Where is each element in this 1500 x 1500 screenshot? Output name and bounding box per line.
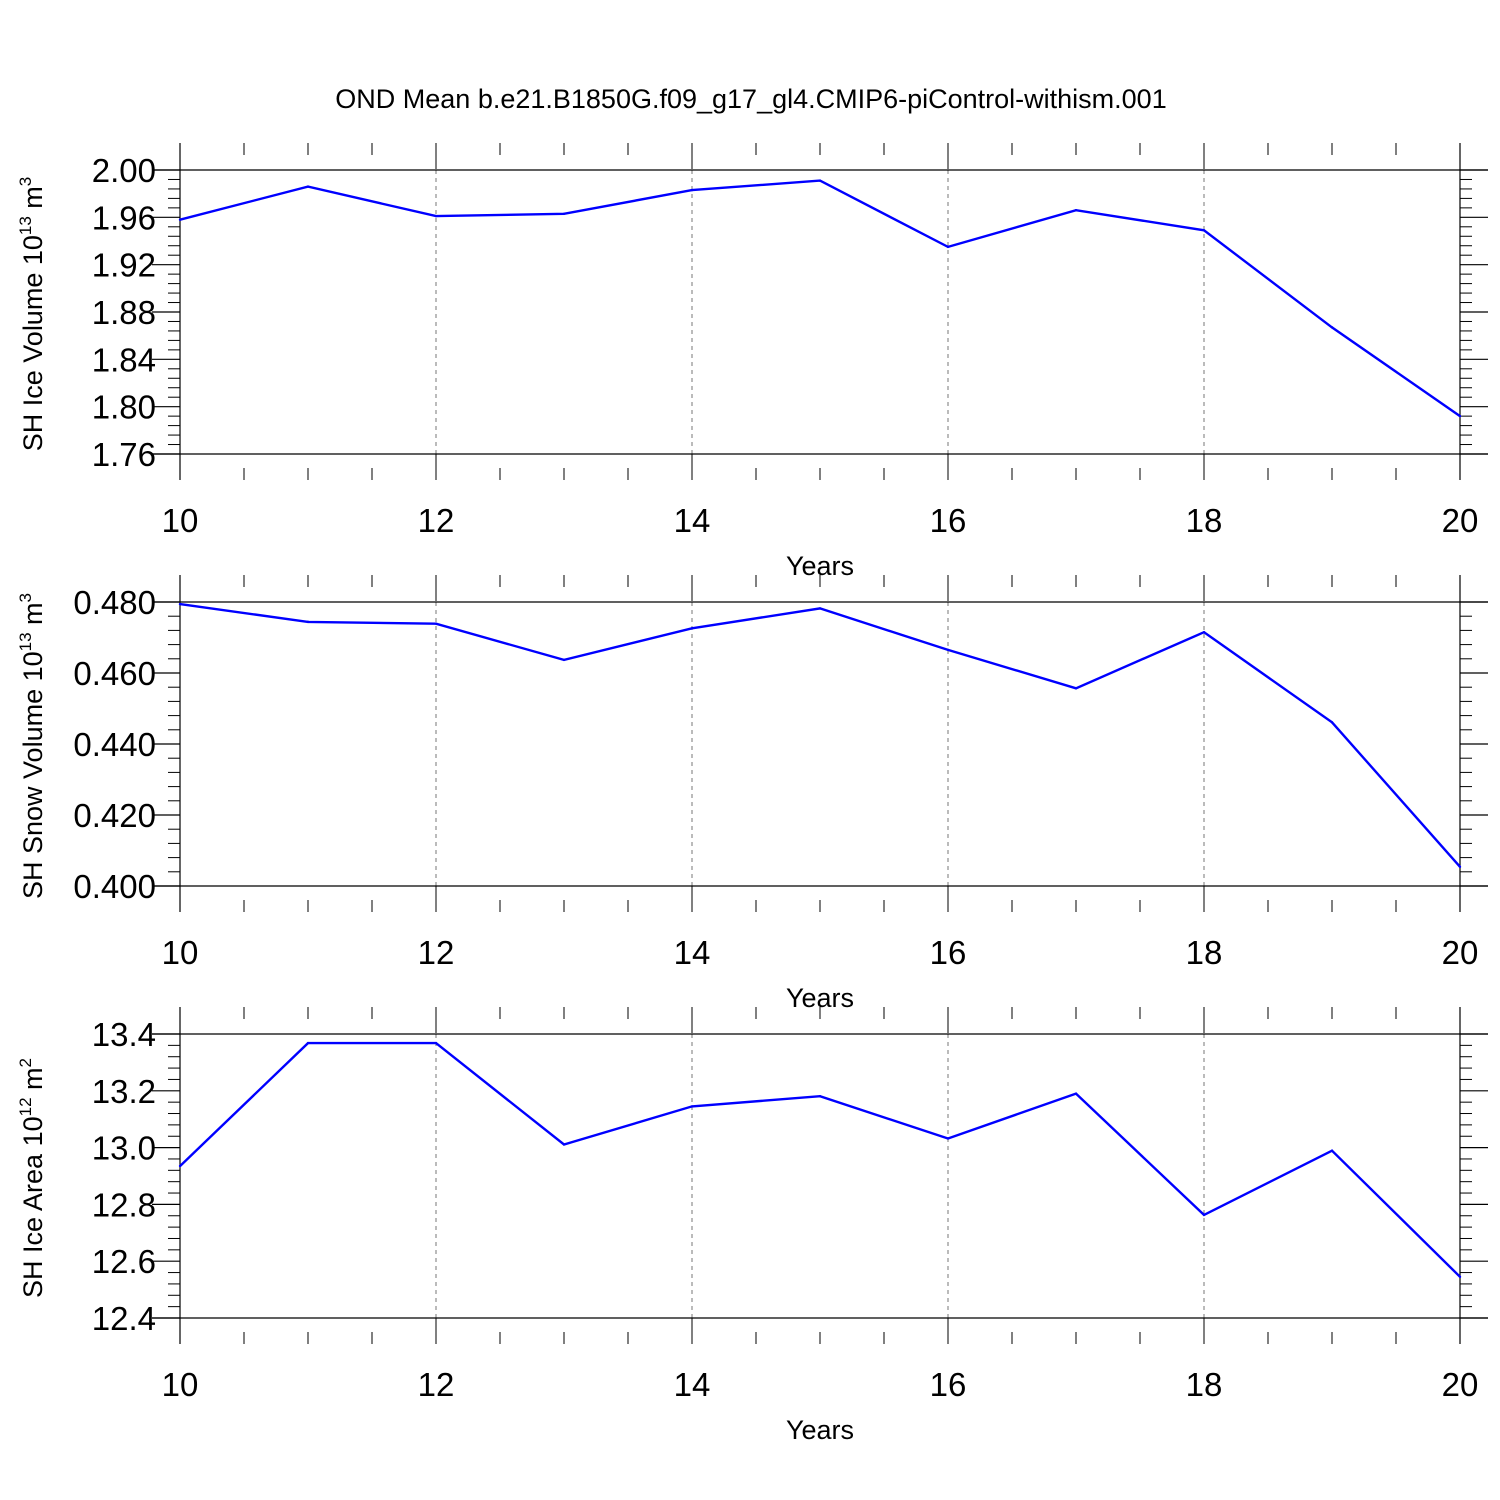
- y-tick-label: 0.480: [73, 584, 156, 621]
- data-point: [1202, 229, 1206, 232]
- data-point: [818, 1094, 822, 1098]
- data-point: [946, 245, 950, 249]
- x-tick-label: 14: [674, 502, 711, 539]
- data-point: [1202, 630, 1206, 634]
- x-tick-label: 14: [674, 1366, 711, 1403]
- figure-title: OND Mean b.e21.B1850G.f09_g17_gl4.CMIP6-…: [335, 84, 1166, 114]
- y-tick-label: 1.76: [92, 436, 156, 473]
- data-point: [178, 602, 182, 606]
- data-point: [1330, 326, 1334, 329]
- data-point: [562, 1143, 566, 1146]
- x-tick-label: 10: [162, 934, 199, 971]
- data-point: [946, 648, 950, 652]
- data-point: [1074, 687, 1078, 690]
- series-line: [179, 1041, 1461, 1278]
- data-point: [1074, 209, 1078, 212]
- data-point: [690, 188, 694, 192]
- y-axis-label: SH Snow Volume 1013 m3: [16, 593, 48, 899]
- data-point: [1074, 1092, 1078, 1095]
- y-tick-label: 12.8: [92, 1186, 156, 1223]
- x-tick-label: 14: [674, 934, 711, 971]
- x-tick-label: 18: [1186, 502, 1223, 539]
- y-tick-label: 12.4: [92, 1300, 156, 1337]
- x-tick-label: 10: [162, 1366, 199, 1403]
- data-point: [434, 214, 438, 218]
- panel-ice-area: 12.4 12.6 12.8 13.0 13.2 13.4 10 12 14 16 18 20 Year…: [16, 1007, 1488, 1445]
- y-axis-label: SH Ice Area 1012 m2: [16, 1058, 48, 1298]
- data-point: [562, 212, 566, 215]
- series-line: [179, 602, 1461, 868]
- panel-ice-volume: 1.76 1.80 1.84 1.88 1.92 1.96 2.00 10 12 14 16 18 20…: [16, 143, 1488, 581]
- y-tick-label: 1.88: [92, 294, 156, 331]
- data-point: [562, 658, 566, 662]
- x-tick-label: 20: [1442, 1366, 1479, 1403]
- y-axis-label: SH Ice Volume 1013 m3: [16, 177, 48, 452]
- y-tick-label: 12.6: [92, 1243, 156, 1280]
- x-axis-label: Years: [786, 1415, 854, 1445]
- y-tick-label: 0.460: [73, 655, 156, 692]
- x-tick-label: 12: [418, 1366, 455, 1403]
- x-tick-label: 12: [418, 502, 455, 539]
- series-line: [179, 179, 1461, 418]
- data-point: [1458, 865, 1462, 869]
- x-tick-label: 20: [1442, 502, 1479, 539]
- x-tick-label: 16: [930, 934, 967, 971]
- x-tick-label: 12: [418, 934, 455, 971]
- y-tick-label: 1.92: [92, 247, 156, 284]
- x-tick-label: 20: [1442, 934, 1479, 971]
- data-point: [1458, 414, 1462, 418]
- y-tick-label: 2.00: [92, 152, 156, 189]
- y-tick-label: 13.4: [92, 1016, 156, 1053]
- y-tick-label: 0.400: [73, 868, 156, 905]
- data-point: [434, 622, 438, 625]
- data-point: [178, 218, 182, 221]
- x-tick-label: 18: [1186, 934, 1223, 971]
- data-point: [818, 607, 822, 610]
- y-tick-label: 0.440: [73, 726, 156, 763]
- y-tick-label: 0.420: [73, 797, 156, 834]
- y-tick-label: 13.2: [92, 1073, 156, 1110]
- x-tick-label: 18: [1186, 1366, 1223, 1403]
- data-point: [1202, 1213, 1206, 1217]
- data-point: [690, 627, 694, 630]
- x-tick-label: 16: [930, 502, 967, 539]
- data-point: [306, 185, 310, 188]
- data-point: [946, 1137, 950, 1140]
- data-point: [1458, 1275, 1462, 1279]
- y-tick-label: 1.96: [92, 199, 156, 236]
- data-point: [1330, 721, 1334, 724]
- x-tick-label: 10: [162, 502, 199, 539]
- data-point: [818, 179, 822, 182]
- y-tick-label: 1.84: [92, 341, 156, 378]
- y-tick-label: 13.0: [92, 1130, 156, 1167]
- data-point: [306, 620, 310, 624]
- data-point: [178, 1164, 182, 1168]
- data-point: [306, 1041, 310, 1045]
- panels: 1.76 1.80 1.84 1.88 1.92 1.96 2.00 10 12 14 16 18 20…: [16, 143, 1488, 1445]
- data-point: [434, 1041, 438, 1045]
- data-point: [1330, 1149, 1334, 1152]
- y-tick-label: 1.80: [92, 389, 156, 426]
- x-tick-label: 16: [930, 1366, 967, 1403]
- data-point: [690, 1105, 694, 1108]
